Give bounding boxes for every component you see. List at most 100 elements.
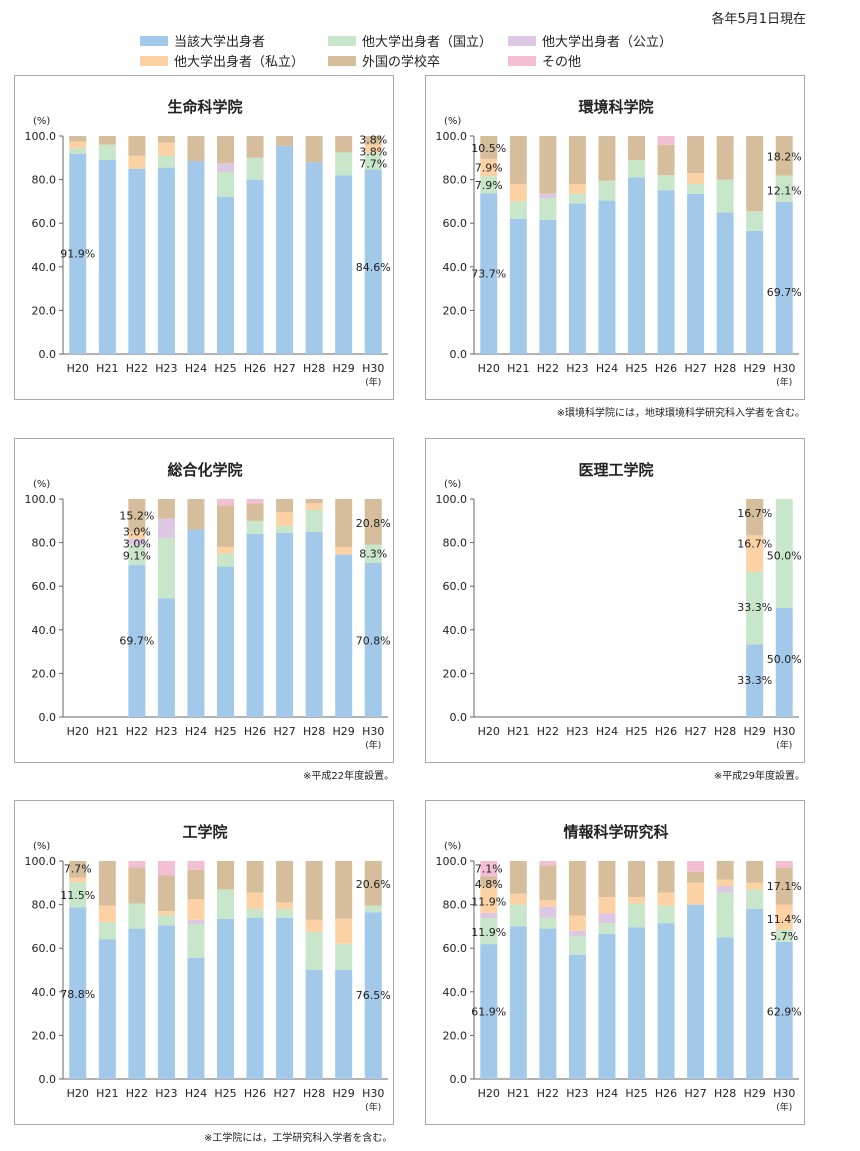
bar-segment-foreign (305, 861, 323, 920)
chart-panel-information-science: 情報科学研究科 (%) 0.0 20.0 40.0 60.0 80.0 100.0 H20 H21… (425, 800, 805, 1125)
x-tick-label: H22 (126, 725, 148, 738)
data-label: 50.0% (767, 653, 802, 666)
data-label: 12.1% (767, 185, 802, 198)
bar-segment-national (775, 175, 793, 203)
data-label: 69.7% (767, 286, 802, 299)
bar-segment-private (687, 882, 705, 905)
x-tick-label: H20 (478, 1087, 500, 1100)
x-tick-label: H24 (596, 1087, 618, 1100)
x-tick-label: H29 (744, 362, 766, 375)
bar-segment-foreign (775, 136, 793, 176)
bar-segment-private (157, 142, 175, 156)
bar-segment-foreign (628, 861, 645, 897)
bar-segment-national (775, 929, 793, 942)
bar-segment-foreign (746, 499, 764, 536)
x-tick-label: H22 (126, 362, 148, 375)
data-label: 11.9% (471, 926, 506, 939)
data-label: 11.4% (767, 913, 802, 926)
bar-segment-national (305, 509, 323, 532)
chart-life-science: 生命科学院 (%) 0.0 20.0 40.0 60.0 80.0 100.0 H20 H21 H2… (25, 98, 391, 388)
bar-segment-foreign (69, 136, 87, 142)
x-tick-label: H23 (155, 725, 177, 738)
legend-item-own: 当該大学出身者 (140, 31, 265, 50)
data-label: 8.3% (359, 548, 387, 561)
bar-segment-private (657, 892, 675, 906)
chart-title: 工学院 (182, 823, 227, 841)
bar-segment-own (364, 169, 382, 354)
bar-segment-own (69, 153, 87, 354)
bar-segment-own (480, 193, 498, 354)
x-tick-label: H30 (362, 362, 384, 375)
bar-segment-national (276, 526, 294, 533)
bar-segment-own (305, 970, 323, 1079)
bar-segment-own (539, 928, 557, 1079)
x-tick-label: H30 (773, 362, 795, 375)
data-label: 7.7% (359, 157, 387, 170)
bar-segment-national (716, 179, 734, 213)
data-label: 70.8% (356, 635, 391, 648)
bar-segment-private (305, 919, 323, 932)
data-label: 18.2% (767, 151, 802, 164)
y-axis-label: (%) (444, 116, 461, 127)
chart-panel-chemical-sciences: 総合化学院 (%) 0.0 20.0 40.0 60.0 80.0 100.0 H20 H21 H2… (14, 438, 394, 763)
bar-segment-own (716, 937, 734, 1079)
bar-segment-private (217, 546, 234, 554)
x-tick-label: H20 (478, 362, 500, 375)
bar-segment-national (335, 152, 353, 176)
bar-segment-foreign (305, 499, 323, 504)
data-label: 76.5% (356, 989, 391, 1002)
bar-segment-own (69, 907, 87, 1079)
y-axis-label: (%) (33, 116, 50, 127)
bar-segment-other (217, 499, 234, 506)
y-tick-label: 80.0 (443, 537, 468, 550)
bar-segment-foreign (364, 861, 382, 906)
x-tick-label: H22 (537, 362, 559, 375)
x-unit-label: (年) (365, 1101, 381, 1113)
chart-title: 生命科学院 (167, 98, 242, 116)
x-tick-label: H26 (655, 725, 677, 738)
bar-segment-own (539, 219, 557, 354)
x-tick-label: H20 (67, 1087, 89, 1100)
bar-segment-foreign (657, 861, 675, 893)
bar-segment-national (364, 905, 382, 913)
bar-segment-foreign (98, 861, 116, 906)
bar-segment-national (480, 918, 498, 945)
x-tick-label: H20 (67, 362, 89, 375)
data-label: 3.0% (123, 538, 151, 551)
y-tick-label: 80.0 (443, 174, 468, 187)
bar-segment-national (276, 908, 294, 918)
x-tick-label: H30 (362, 1087, 384, 1100)
bar-segment-foreign (364, 499, 382, 545)
bar-segment-own (335, 175, 353, 354)
bar-segment-foreign (276, 499, 294, 513)
bar-segment-national (128, 545, 146, 566)
bar-segment-public (480, 912, 498, 919)
bar-segment-public (568, 930, 586, 937)
bar-segment-private (568, 183, 586, 194)
bar-segment-public (157, 518, 175, 539)
bar-segment-national (746, 889, 764, 909)
bar-segment-national (509, 904, 527, 927)
y-tick-label: 0.0 (450, 348, 468, 361)
bar-segment-national (217, 553, 234, 567)
bar-segment-national (157, 915, 175, 926)
bar-segment-own (187, 161, 205, 354)
bar-segment-foreign (157, 499, 175, 519)
legend-item-other: その他 (508, 51, 581, 70)
data-label: 84.6% (356, 261, 391, 274)
x-tick-label: H23 (155, 362, 177, 375)
y-tick-label: 60.0 (32, 217, 57, 230)
legend-swatch-foreign (328, 55, 356, 66)
legend-swatch-national (328, 35, 356, 46)
bar-segment-own (187, 958, 205, 1079)
chart-panel-engineering: 工学院 (%) 0.0 20.0 40.0 60.0 80.0 100.0 H20 H21 H22 H… (14, 800, 394, 1125)
bar-segment-own (246, 533, 264, 717)
bar-segment-public (539, 193, 557, 199)
legend-swatch-other (508, 55, 536, 66)
y-tick-label: 40.0 (443, 624, 468, 637)
bar-segment-other (128, 861, 146, 868)
bar-segment-other (539, 861, 557, 866)
x-tick-label: H24 (185, 725, 207, 738)
data-label: 69.7% (119, 635, 154, 648)
x-tick-label: H25 (625, 1087, 647, 1100)
